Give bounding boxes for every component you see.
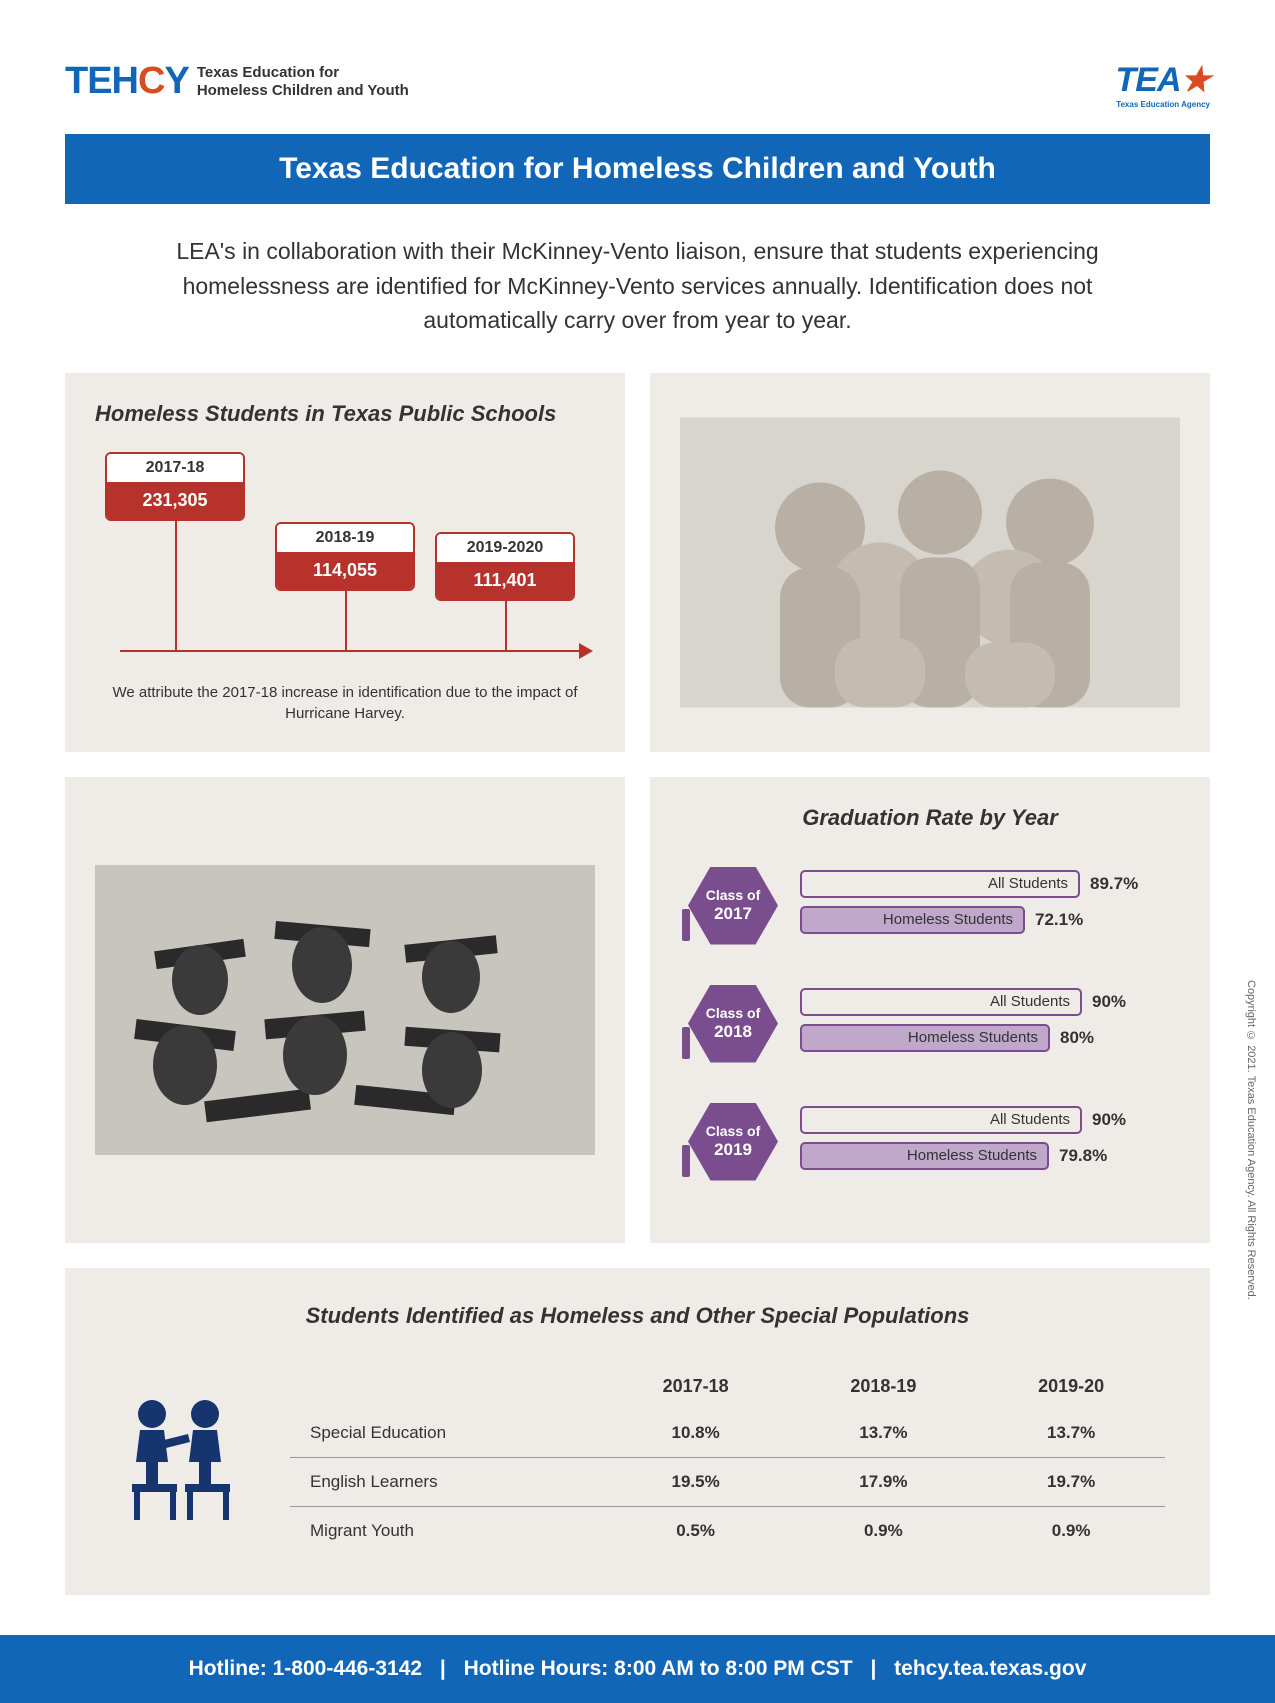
footer-hours-label: Hotline Hours:	[464, 1657, 609, 1680]
graduation-photo	[65, 777, 625, 1243]
chart-label-box: 2017-18231,305	[105, 452, 245, 521]
page-title: Texas Education for Homeless Children an…	[65, 134, 1210, 204]
grad-bar-homeless: Homeless Students	[800, 906, 1025, 934]
footer-separator: |	[440, 1657, 446, 1680]
chart-year: 2019-2020	[437, 534, 573, 562]
table-row-label: Special Education	[290, 1409, 602, 1458]
grad-bars: All Students 90% Homeless Students 79.8%	[800, 1106, 1180, 1178]
graduation-rate-panel: Graduation Rate by Year Class of2017 All …	[650, 777, 1210, 1243]
students-photo-placeholder	[680, 401, 1180, 724]
table-cell: 13.7%	[789, 1409, 977, 1458]
grad-chart-title: Graduation Rate by Year	[680, 805, 1180, 831]
grad-hex-icon: Class of2018	[680, 979, 785, 1069]
tassel-icon	[682, 909, 690, 941]
table-cell: 0.5%	[602, 1506, 790, 1555]
chart-value: 114,055	[277, 552, 413, 589]
grad-pct-homeless: 72.1%	[1035, 910, 1100, 930]
grad-pct-all: 89.7%	[1090, 874, 1155, 894]
grad-row: Class of2018 All Students 90% Homeless Stud…	[680, 979, 1180, 1069]
graduation-photo-placeholder	[95, 805, 595, 1215]
logo-tea: TEA★ Texas Education Agency	[1116, 60, 1210, 109]
grad-class-label: Class of2018	[688, 985, 778, 1063]
table-row-label: English Learners	[290, 1457, 602, 1506]
table-header: 2019-20	[977, 1364, 1165, 1409]
grad-bar-all: All Students	[800, 1106, 1082, 1134]
grad-pct-all: 90%	[1092, 992, 1157, 1012]
table-row: Special Education10.8%13.7%13.7%	[290, 1409, 1165, 1458]
grad-pct-homeless: 80%	[1060, 1028, 1125, 1048]
students-at-desk-icon	[110, 1392, 250, 1527]
grad-bar-all: All Students	[800, 870, 1080, 898]
special-populations-panel: Students Identified as Homeless and Othe…	[65, 1268, 1210, 1595]
table-cell: 19.7%	[977, 1457, 1165, 1506]
chart-label-box: 2019-2020111,401	[435, 532, 575, 601]
footer-separator: |	[870, 1657, 876, 1680]
header: TEHCY Texas Education for Homeless Child…	[65, 60, 1210, 109]
logo-tea-subtitle: Texas Education Agency	[1116, 100, 1210, 109]
tassel-icon	[682, 1027, 690, 1059]
table-cell: 19.5%	[602, 1457, 790, 1506]
table-cell: 0.9%	[977, 1506, 1165, 1555]
table-header: 2018-19	[789, 1364, 977, 1409]
table-title: Students Identified as Homeless and Othe…	[110, 1303, 1165, 1329]
homeless-chart: 2017-18231,305 2018-19114,055 2019-2020111…	[95, 452, 595, 682]
grad-row: Class of2017 All Students 89.7% Homeless St…	[680, 861, 1180, 951]
grad-hex-icon: Class of2019	[680, 1097, 785, 1187]
chart-arrow-icon	[579, 643, 593, 659]
homeless-chart-title: Homeless Students in Texas Public School…	[95, 401, 595, 427]
logo-tea-text: TEA★	[1116, 60, 1210, 100]
footer-hotline: 1-800-446-3142	[273, 1657, 422, 1680]
grad-bars: All Students 90% Homeless Students 80%	[800, 988, 1180, 1060]
table-cell: 17.9%	[789, 1457, 977, 1506]
populations-table: 2017-182018-192019-20Special Education10…	[290, 1364, 1165, 1555]
chart-label-box: 2018-19114,055	[275, 522, 415, 591]
chart-value: 111,401	[437, 562, 573, 599]
grad-class-label: Class of2019	[688, 1103, 778, 1181]
grad-bar-all: All Students	[800, 988, 1082, 1016]
table-cell: 13.7%	[977, 1409, 1165, 1458]
copyright-text: Copyright © 2021. Texas Education Agency…	[1245, 980, 1257, 1300]
grad-hex-icon: Class of2017	[680, 861, 785, 951]
grad-bar-homeless: Homeless Students	[800, 1024, 1050, 1052]
table-header: 2017-18	[602, 1364, 790, 1409]
grad-row: Class of2019 All Students 90% Homeless Stud…	[680, 1097, 1180, 1187]
logo-sub-line2: Homeless Children and Youth	[197, 82, 409, 100]
grad-class-label: Class of2017	[688, 867, 778, 945]
footer-hours: 8:00 AM to 8:00 PM CST	[614, 1657, 852, 1680]
intro-text: LEA's in collaboration with their McKinn…	[65, 234, 1210, 338]
footer-hotline-label: Hotline:	[189, 1657, 267, 1680]
logo-tehcy-subtitle: Texas Education for Homeless Children an…	[197, 64, 409, 100]
table-cell: 0.9%	[789, 1506, 977, 1555]
grad-bars: All Students 89.7% Homeless Students 72.1%	[800, 870, 1180, 942]
chart-year: 2018-19	[277, 524, 413, 552]
grad-pct-all: 90%	[1092, 1110, 1157, 1130]
grad-pct-homeless: 79.8%	[1059, 1146, 1124, 1166]
students-photo	[650, 373, 1210, 752]
table-header	[290, 1364, 602, 1409]
table-cell: 10.8%	[602, 1409, 790, 1458]
logo-tehcy: TEHCY Texas Education for Homeless Child…	[65, 60, 409, 103]
chart-value: 231,305	[107, 482, 243, 519]
tassel-icon	[682, 1145, 690, 1177]
chart-caption: We attribute the 2017-18 increase in ide…	[95, 682, 595, 724]
logo-tehcy-text: TEHCY	[65, 60, 189, 103]
chart-x-axis	[120, 650, 585, 652]
logo-sub-line1: Texas Education for	[197, 64, 409, 82]
table-row-label: Migrant Youth	[290, 1506, 602, 1555]
table-row: English Learners19.5%17.9%19.7%	[290, 1457, 1165, 1506]
table-row: Migrant Youth0.5%0.9%0.9%	[290, 1506, 1165, 1555]
homeless-chart-panel: Homeless Students in Texas Public School…	[65, 373, 625, 752]
footer-website: tehcy.tea.texas.gov	[894, 1657, 1086, 1680]
footer: Hotline: 1-800-446-3142 | Hotline Hours:…	[0, 1635, 1275, 1703]
chart-year: 2017-18	[107, 454, 243, 482]
grad-bar-homeless: Homeless Students	[800, 1142, 1049, 1170]
